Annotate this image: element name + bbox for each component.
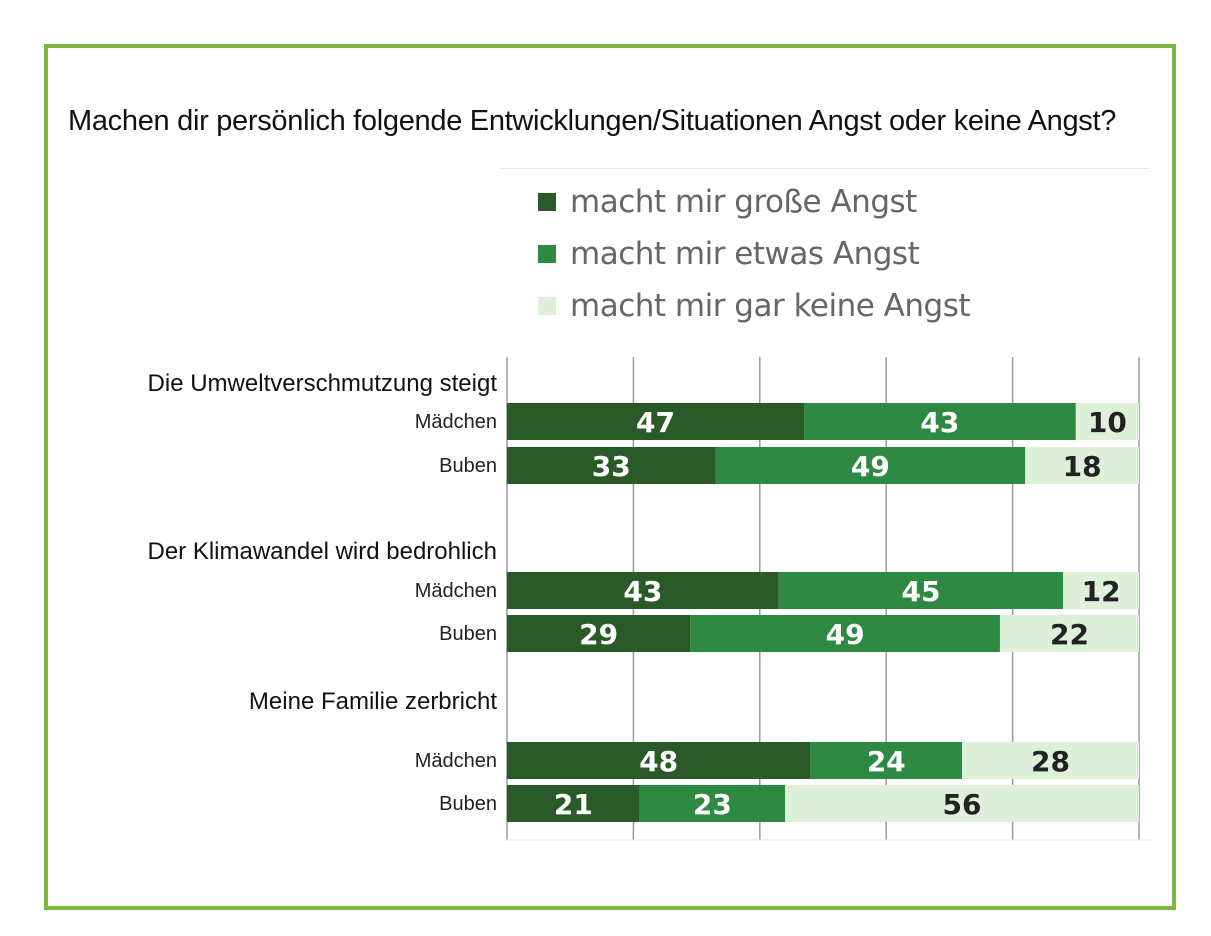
legend-label: macht mir gar keine Angst — [570, 288, 971, 324]
bar-segment — [507, 572, 779, 609]
bar-segment — [507, 447, 716, 484]
bar-segment — [507, 403, 805, 440]
data-label: 48 — [639, 745, 678, 778]
group-label: Buben — [439, 455, 497, 477]
bar-segment — [507, 742, 811, 779]
data-label: 49 — [851, 450, 890, 483]
category-label: Meine Familie zerbricht — [249, 688, 497, 715]
legend-item-great-fear: macht mir große Angst — [538, 176, 970, 228]
category-label: Die Umweltverschmutzung steigt — [148, 370, 498, 397]
bar-segment — [999, 615, 1139, 652]
divider — [500, 168, 1150, 169]
group-label: Buben — [439, 623, 497, 645]
bar-segment — [810, 742, 963, 779]
chart-frame — [44, 44, 1176, 910]
bar-segment — [639, 785, 786, 822]
data-label: 29 — [579, 618, 618, 651]
legend-swatch — [538, 245, 556, 263]
data-label: 18 — [1063, 450, 1102, 483]
bar-segment — [804, 403, 1076, 440]
bar-segment — [1075, 403, 1139, 440]
group-label: Mädchen — [415, 750, 497, 772]
bar-segment — [1025, 447, 1139, 484]
group-label: Mädchen — [415, 411, 497, 433]
data-label: 24 — [867, 745, 906, 778]
data-label: 21 — [554, 788, 593, 821]
bar-segment — [1063, 572, 1139, 609]
chart-title: Machen dir persönlich folgende Entwicklu… — [68, 105, 1117, 137]
data-label: 22 — [1050, 618, 1089, 651]
data-label: 23 — [693, 788, 732, 821]
category-label: Der Klimawandel wird bedrohlich — [148, 538, 498, 565]
legend-item-some-fear: macht mir etwas Angst — [538, 228, 970, 280]
bar-segment — [785, 785, 1139, 822]
legend-item-no-fear: macht mir gar keine Angst — [538, 280, 971, 332]
data-label: 49 — [826, 618, 865, 651]
data-label: 45 — [901, 575, 940, 608]
bar-segment — [778, 572, 1064, 609]
legend-swatch — [538, 297, 556, 315]
legend: macht mir große Angst macht mir etwas An… — [538, 176, 971, 332]
group-label: Mädchen — [415, 580, 497, 602]
data-label: 33 — [592, 450, 631, 483]
data-label: 47 — [636, 406, 675, 439]
bar-segment — [715, 447, 1026, 484]
data-label: 56 — [943, 788, 982, 821]
data-label: 10 — [1088, 406, 1127, 439]
group-label: Buben — [439, 793, 497, 815]
data-label: 43 — [920, 406, 959, 439]
bar-segment — [962, 742, 1139, 779]
data-label: 43 — [623, 575, 662, 608]
data-label: 12 — [1082, 575, 1121, 608]
legend-label: macht mir etwas Angst — [570, 236, 920, 272]
bar-segment — [507, 615, 691, 652]
bar-segment — [690, 615, 1000, 652]
legend-label: macht mir große Angst — [570, 184, 917, 220]
data-label: 28 — [1031, 745, 1070, 778]
legend-swatch — [538, 193, 556, 211]
bar-segment — [507, 785, 640, 822]
